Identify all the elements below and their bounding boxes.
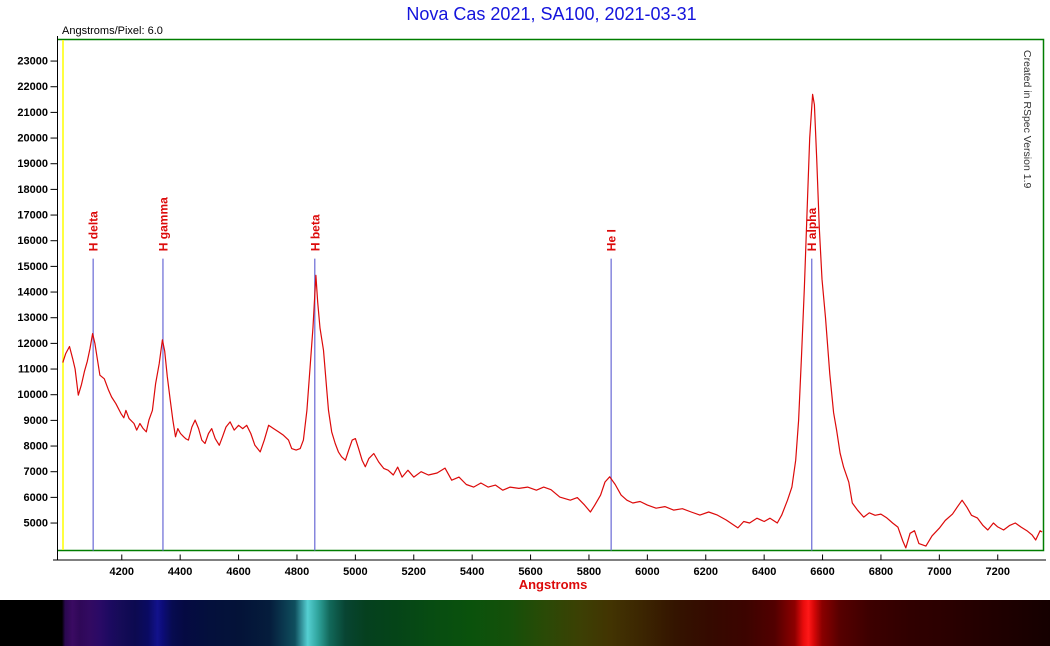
x-axis-title: Angstroms xyxy=(519,577,588,592)
y-tick-label: 5000 xyxy=(24,518,48,530)
y-tick-label: 9000 xyxy=(24,415,48,427)
x-tick-label: 4200 xyxy=(110,566,134,578)
y-tick-label: 14000 xyxy=(17,287,48,299)
marker-label-h-alpha: H alpha xyxy=(805,208,819,252)
y-tick-label: 21000 xyxy=(17,107,48,119)
y-tick-label: 22000 xyxy=(17,81,48,93)
x-tick-label: 5000 xyxy=(343,566,367,578)
y-tick-label: 6000 xyxy=(24,492,48,504)
y-tick-label: 20000 xyxy=(17,133,48,145)
x-tick-label: 5400 xyxy=(460,566,484,578)
x-tick-label: 6000 xyxy=(635,566,659,578)
y-tick-label: 16000 xyxy=(17,235,48,247)
x-tick-label: 5600 xyxy=(518,566,542,578)
angstroms-per-pixel-label: Angstroms/Pixel: 6.0 xyxy=(62,25,163,37)
x-tick-label: 6400 xyxy=(752,566,776,578)
marker-label-h-delta: H delta xyxy=(87,211,101,251)
x-tick-label: 6600 xyxy=(810,566,834,578)
page-title: Nova Cas 2021, SA100, 2021-03-31 xyxy=(406,4,697,24)
x-tick-label: 4600 xyxy=(226,566,250,578)
plot-border xyxy=(57,38,1045,552)
x-tick-label: 4400 xyxy=(168,566,192,578)
y-tick-label: 17000 xyxy=(17,210,48,222)
x-tick-label: 5200 xyxy=(402,566,426,578)
y-tick-label: 11000 xyxy=(18,364,48,376)
x-tick-label: 7200 xyxy=(985,566,1009,578)
y-tick-label: 8000 xyxy=(24,441,48,453)
x-tick-label: 7000 xyxy=(927,566,951,578)
marker-label-he-i: He I xyxy=(605,229,619,251)
rspec-watermark: Created in RSpec Version 1.9 xyxy=(1021,50,1033,188)
y-tick-label: 12000 xyxy=(17,338,48,350)
y-tick-label: 7000 xyxy=(24,466,48,478)
y-tick-label: 23000 xyxy=(17,56,48,68)
marker-label-h-gamma: H gamma xyxy=(156,197,170,251)
y-tick-label: 13000 xyxy=(17,312,48,324)
y-tick-label: 10000 xyxy=(17,389,48,401)
x-tick-label: 6800 xyxy=(869,566,893,578)
x-tick-label: 6200 xyxy=(694,566,718,578)
y-tick-label: 19000 xyxy=(17,158,48,170)
y-tick-label: 18000 xyxy=(17,184,48,196)
marker-label-h-beta: H beta xyxy=(308,214,322,251)
spectrum-color-strip xyxy=(0,600,1050,646)
spectrum-chart: H delta H gamma H beta He I H alpha 5000 6000 7… xyxy=(17,36,1046,592)
y-tick-label: 15000 xyxy=(17,261,48,273)
x-tick-label: 5800 xyxy=(577,566,601,578)
spectrum-curve xyxy=(62,93,1043,549)
x-tick-label: 4800 xyxy=(285,566,309,578)
